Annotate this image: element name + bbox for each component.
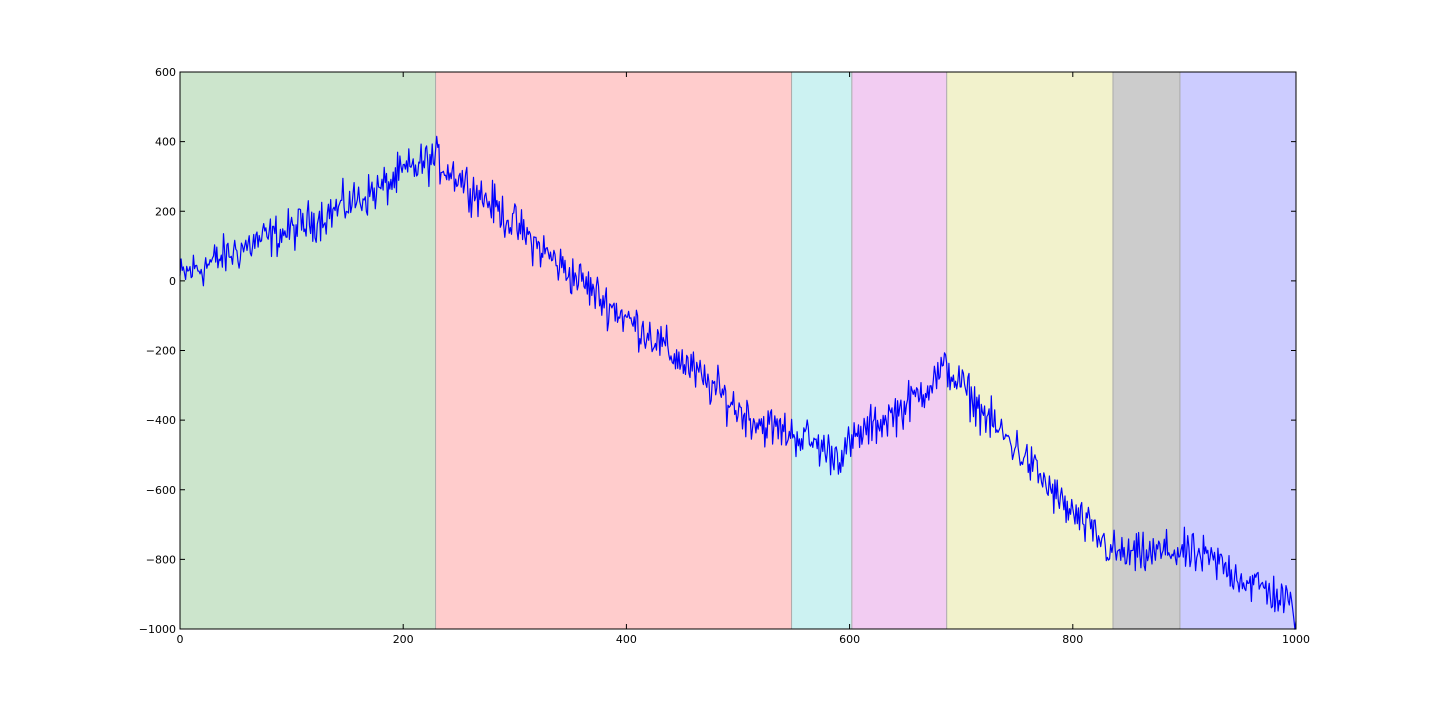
x-tick-label: 800 <box>1062 633 1083 646</box>
y-tick-label: −200 <box>146 345 176 358</box>
x-tick-label: 600 <box>839 633 860 646</box>
y-tick-label: 600 <box>155 66 176 79</box>
y-tick-label: −1000 <box>139 623 176 636</box>
y-tick-label: −400 <box>146 414 176 427</box>
x-tick-label: 1000 <box>1282 633 1310 646</box>
y-tick-label: −800 <box>146 553 176 566</box>
y-tick-label: 400 <box>155 136 176 149</box>
shaded-region-3 <box>791 72 852 629</box>
x-tick-label: 200 <box>393 633 414 646</box>
series-line-1 <box>179 135 1297 630</box>
x-tick-label: 400 <box>616 633 637 646</box>
series-layer <box>179 135 1297 630</box>
shaded-region-7 <box>1179 72 1296 629</box>
shaded-regions <box>180 72 1296 629</box>
y-tick-label: 200 <box>155 205 176 218</box>
shaded-region-2 <box>435 72 792 629</box>
shaded-region-5 <box>946 72 1113 629</box>
axis-ticks <box>179 71 1297 630</box>
shaded-region-6 <box>1112 72 1180 629</box>
y-tick-label: −600 <box>146 484 176 497</box>
x-tick-label: 0 <box>177 633 184 646</box>
shaded-region-4 <box>851 72 947 629</box>
y-tick-label: 0 <box>169 275 176 288</box>
tick-labels: 0 200 400 600 800 1000 600 400 200 0 −200 −400 −600 −… <box>139 66 1310 646</box>
shaded-region-1 <box>180 72 436 629</box>
